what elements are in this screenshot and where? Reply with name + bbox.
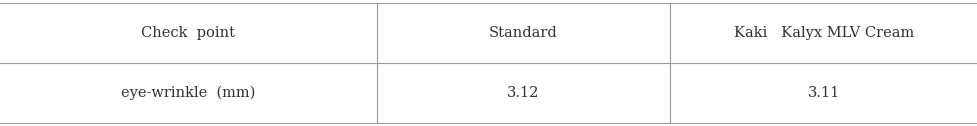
Text: 3.11: 3.11 (807, 86, 839, 100)
Text: 3.12: 3.12 (506, 86, 539, 100)
Text: eye-wrinkle  (mm): eye-wrinkle (mm) (121, 86, 255, 100)
Text: Standard: Standard (488, 26, 557, 40)
Text: Check  point: Check point (141, 26, 235, 40)
Text: Kaki   Kalyx MLV Cream: Kaki Kalyx MLV Cream (733, 26, 913, 40)
